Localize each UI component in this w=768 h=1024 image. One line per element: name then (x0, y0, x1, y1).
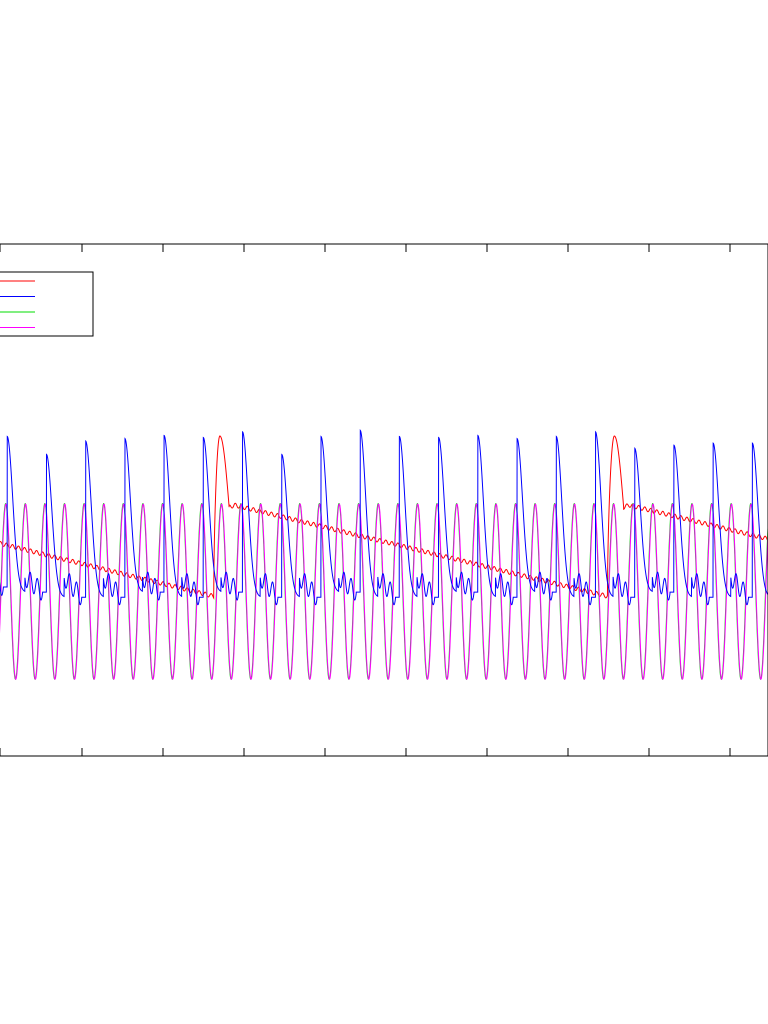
axis-ticks (0, 244, 731, 756)
legend (0, 271, 94, 337)
axes-frame (0, 243, 768, 757)
plot-lines (0, 429, 768, 680)
series-line-blue (0, 429, 768, 606)
legend-box (0, 271, 94, 337)
